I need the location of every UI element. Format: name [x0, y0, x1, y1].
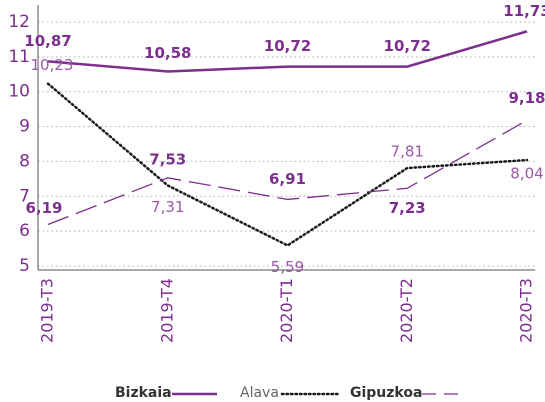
data-label: 6,19 [25, 199, 62, 217]
legend-label: Gipuzkoa [350, 385, 422, 401]
data-label: 10,58 [144, 44, 191, 62]
legend-label: Bizkaia [115, 385, 172, 401]
y-tick-label: 7 [19, 186, 30, 206]
y-tick-label: 5 [19, 256, 30, 276]
data-label: 7,53 [149, 150, 186, 168]
y-tick-label: 8 [19, 151, 30, 171]
data-label: 10,87 [24, 32, 71, 50]
line-solid [47, 30, 528, 73]
data-label: 10,72 [264, 37, 311, 55]
x-tick-label: 2019-T4 [157, 278, 176, 343]
data-label: 10,23 [31, 56, 74, 74]
data-label: 8,04 [510, 165, 543, 183]
data-label: 9,18 [508, 89, 545, 107]
y-tick-label: 12 [8, 12, 30, 32]
line-dotted [46, 82, 529, 247]
y-tick-label: 6 [19, 221, 30, 241]
data-label: 10,72 [384, 37, 431, 55]
data-label: 5,59 [271, 258, 304, 276]
data-label: 11,73 [503, 2, 545, 20]
x-tick-label: 2020-T1 [277, 278, 296, 343]
x-tick-label: 2019-T3 [38, 278, 57, 343]
y-tick-label: 11 [8, 47, 30, 67]
x-tick-label: 2020-T3 [517, 278, 536, 343]
data-label: 7,23 [389, 199, 426, 217]
line-dashed [47, 119, 528, 226]
x-tick-label: 2020-T2 [397, 278, 416, 343]
y-tick-label: 9 [19, 117, 30, 137]
data-label: 6,91 [269, 170, 306, 188]
legend-label: Alava [240, 385, 279, 401]
y-tick-label: 10 [8, 82, 30, 102]
data-label: 7,31 [151, 198, 184, 216]
data-label: 7,81 [391, 143, 424, 161]
